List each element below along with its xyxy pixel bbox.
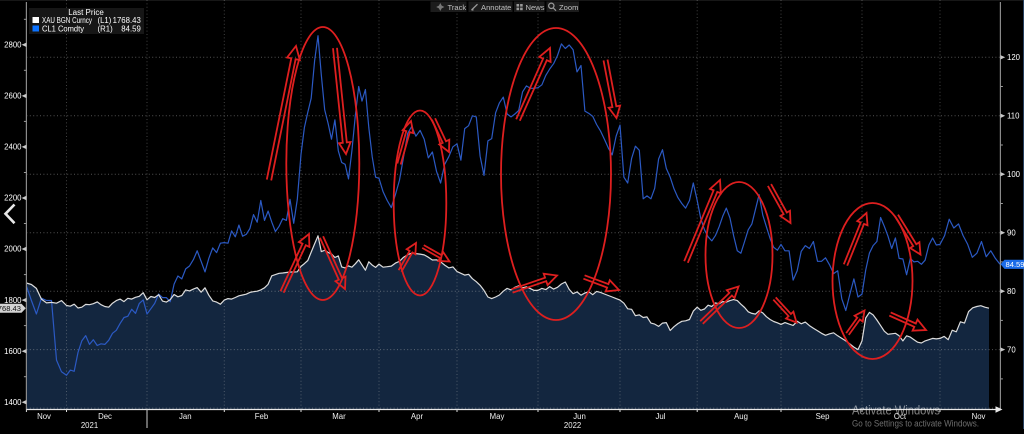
svg-text:Annotate: Annotate <box>481 3 511 12</box>
svg-text:Dec: Dec <box>98 412 112 421</box>
svg-text:1600: 1600 <box>4 347 22 356</box>
svg-text:2800: 2800 <box>4 41 22 50</box>
svg-text:1400: 1400 <box>4 398 22 407</box>
svg-text:1768.43: 1768.43 <box>0 304 21 313</box>
svg-text:(R1): (R1) <box>98 25 114 34</box>
svg-text:2200: 2200 <box>4 194 22 203</box>
svg-text:CL1 Comdty: CL1 Comdty <box>42 25 84 34</box>
svg-text:120: 120 <box>1007 53 1021 62</box>
svg-text:84.59: 84.59 <box>1006 260 1024 269</box>
svg-text:2022: 2022 <box>564 421 581 429</box>
svg-text:110: 110 <box>1007 112 1020 121</box>
svg-text:2000: 2000 <box>4 245 22 254</box>
svg-text:Nov: Nov <box>37 412 51 421</box>
svg-text:Aug: Aug <box>734 412 748 421</box>
svg-text:2400: 2400 <box>4 143 22 152</box>
svg-text:2600: 2600 <box>4 92 22 101</box>
svg-text:Jan: Jan <box>179 412 192 421</box>
svg-text:84.59: 84.59 <box>121 25 141 34</box>
svg-text:Jul: Jul <box>656 412 666 421</box>
svg-text:May: May <box>490 412 505 421</box>
svg-text:Zoom: Zoom <box>559 3 578 12</box>
svg-text:70: 70 <box>1007 345 1016 354</box>
svg-text:Mar: Mar <box>332 412 346 421</box>
svg-text:Go to Settings to activate Win: Go to Settings to activate Windows. <box>852 419 979 429</box>
svg-text:90: 90 <box>1007 228 1016 237</box>
svg-text:2021: 2021 <box>81 421 98 429</box>
svg-text:Sep: Sep <box>816 412 831 421</box>
svg-text:News: News <box>526 3 545 12</box>
svg-text:Activate Windows: Activate Windows <box>852 404 940 418</box>
svg-text:100: 100 <box>1007 170 1021 179</box>
svg-text:Feb: Feb <box>255 412 269 421</box>
svg-text:Apr: Apr <box>411 412 424 421</box>
svg-text:80: 80 <box>1007 287 1016 296</box>
svg-text:Track: Track <box>448 3 467 12</box>
svg-text:Jun: Jun <box>573 412 586 421</box>
